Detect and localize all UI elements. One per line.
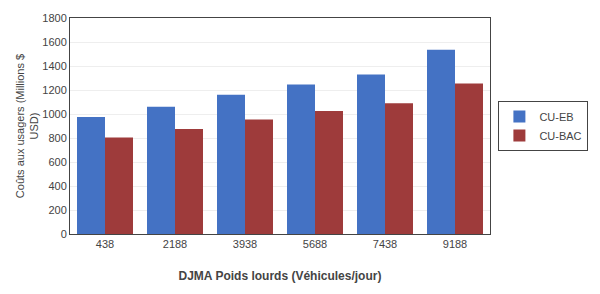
svg-text:9188: 9188 <box>443 238 467 250</box>
svg-text:1000: 1000 <box>42 108 66 120</box>
svg-text:5688: 5688 <box>303 238 327 250</box>
svg-text:CU-BAC: CU-BAC <box>539 130 581 142</box>
svg-text:Coûts aux usagers (Millions $U: Coûts aux usagers (Millions $USD) <box>14 54 40 198</box>
svg-text:600: 600 <box>48 156 66 168</box>
svg-text:3938: 3938 <box>233 238 257 250</box>
svg-text:200: 200 <box>48 204 66 216</box>
svg-text:2188: 2188 <box>163 238 187 250</box>
svg-text:400: 400 <box>48 180 66 192</box>
svg-text:1400: 1400 <box>42 60 66 72</box>
svg-text:1600: 1600 <box>42 36 66 48</box>
svg-text:CU-EB: CU-EB <box>539 111 573 123</box>
svg-text:1800: 1800 <box>42 12 66 24</box>
svg-text:800: 800 <box>48 132 66 144</box>
svg-text:7438: 7438 <box>373 238 397 250</box>
svg-text:1200: 1200 <box>42 84 66 96</box>
svg-text:0: 0 <box>61 228 67 240</box>
svg-text:438: 438 <box>96 238 114 250</box>
svg-text:DJMA Poids lourds (Véhicules/j: DJMA Poids lourds (Véhicules/jour) <box>179 269 382 283</box>
